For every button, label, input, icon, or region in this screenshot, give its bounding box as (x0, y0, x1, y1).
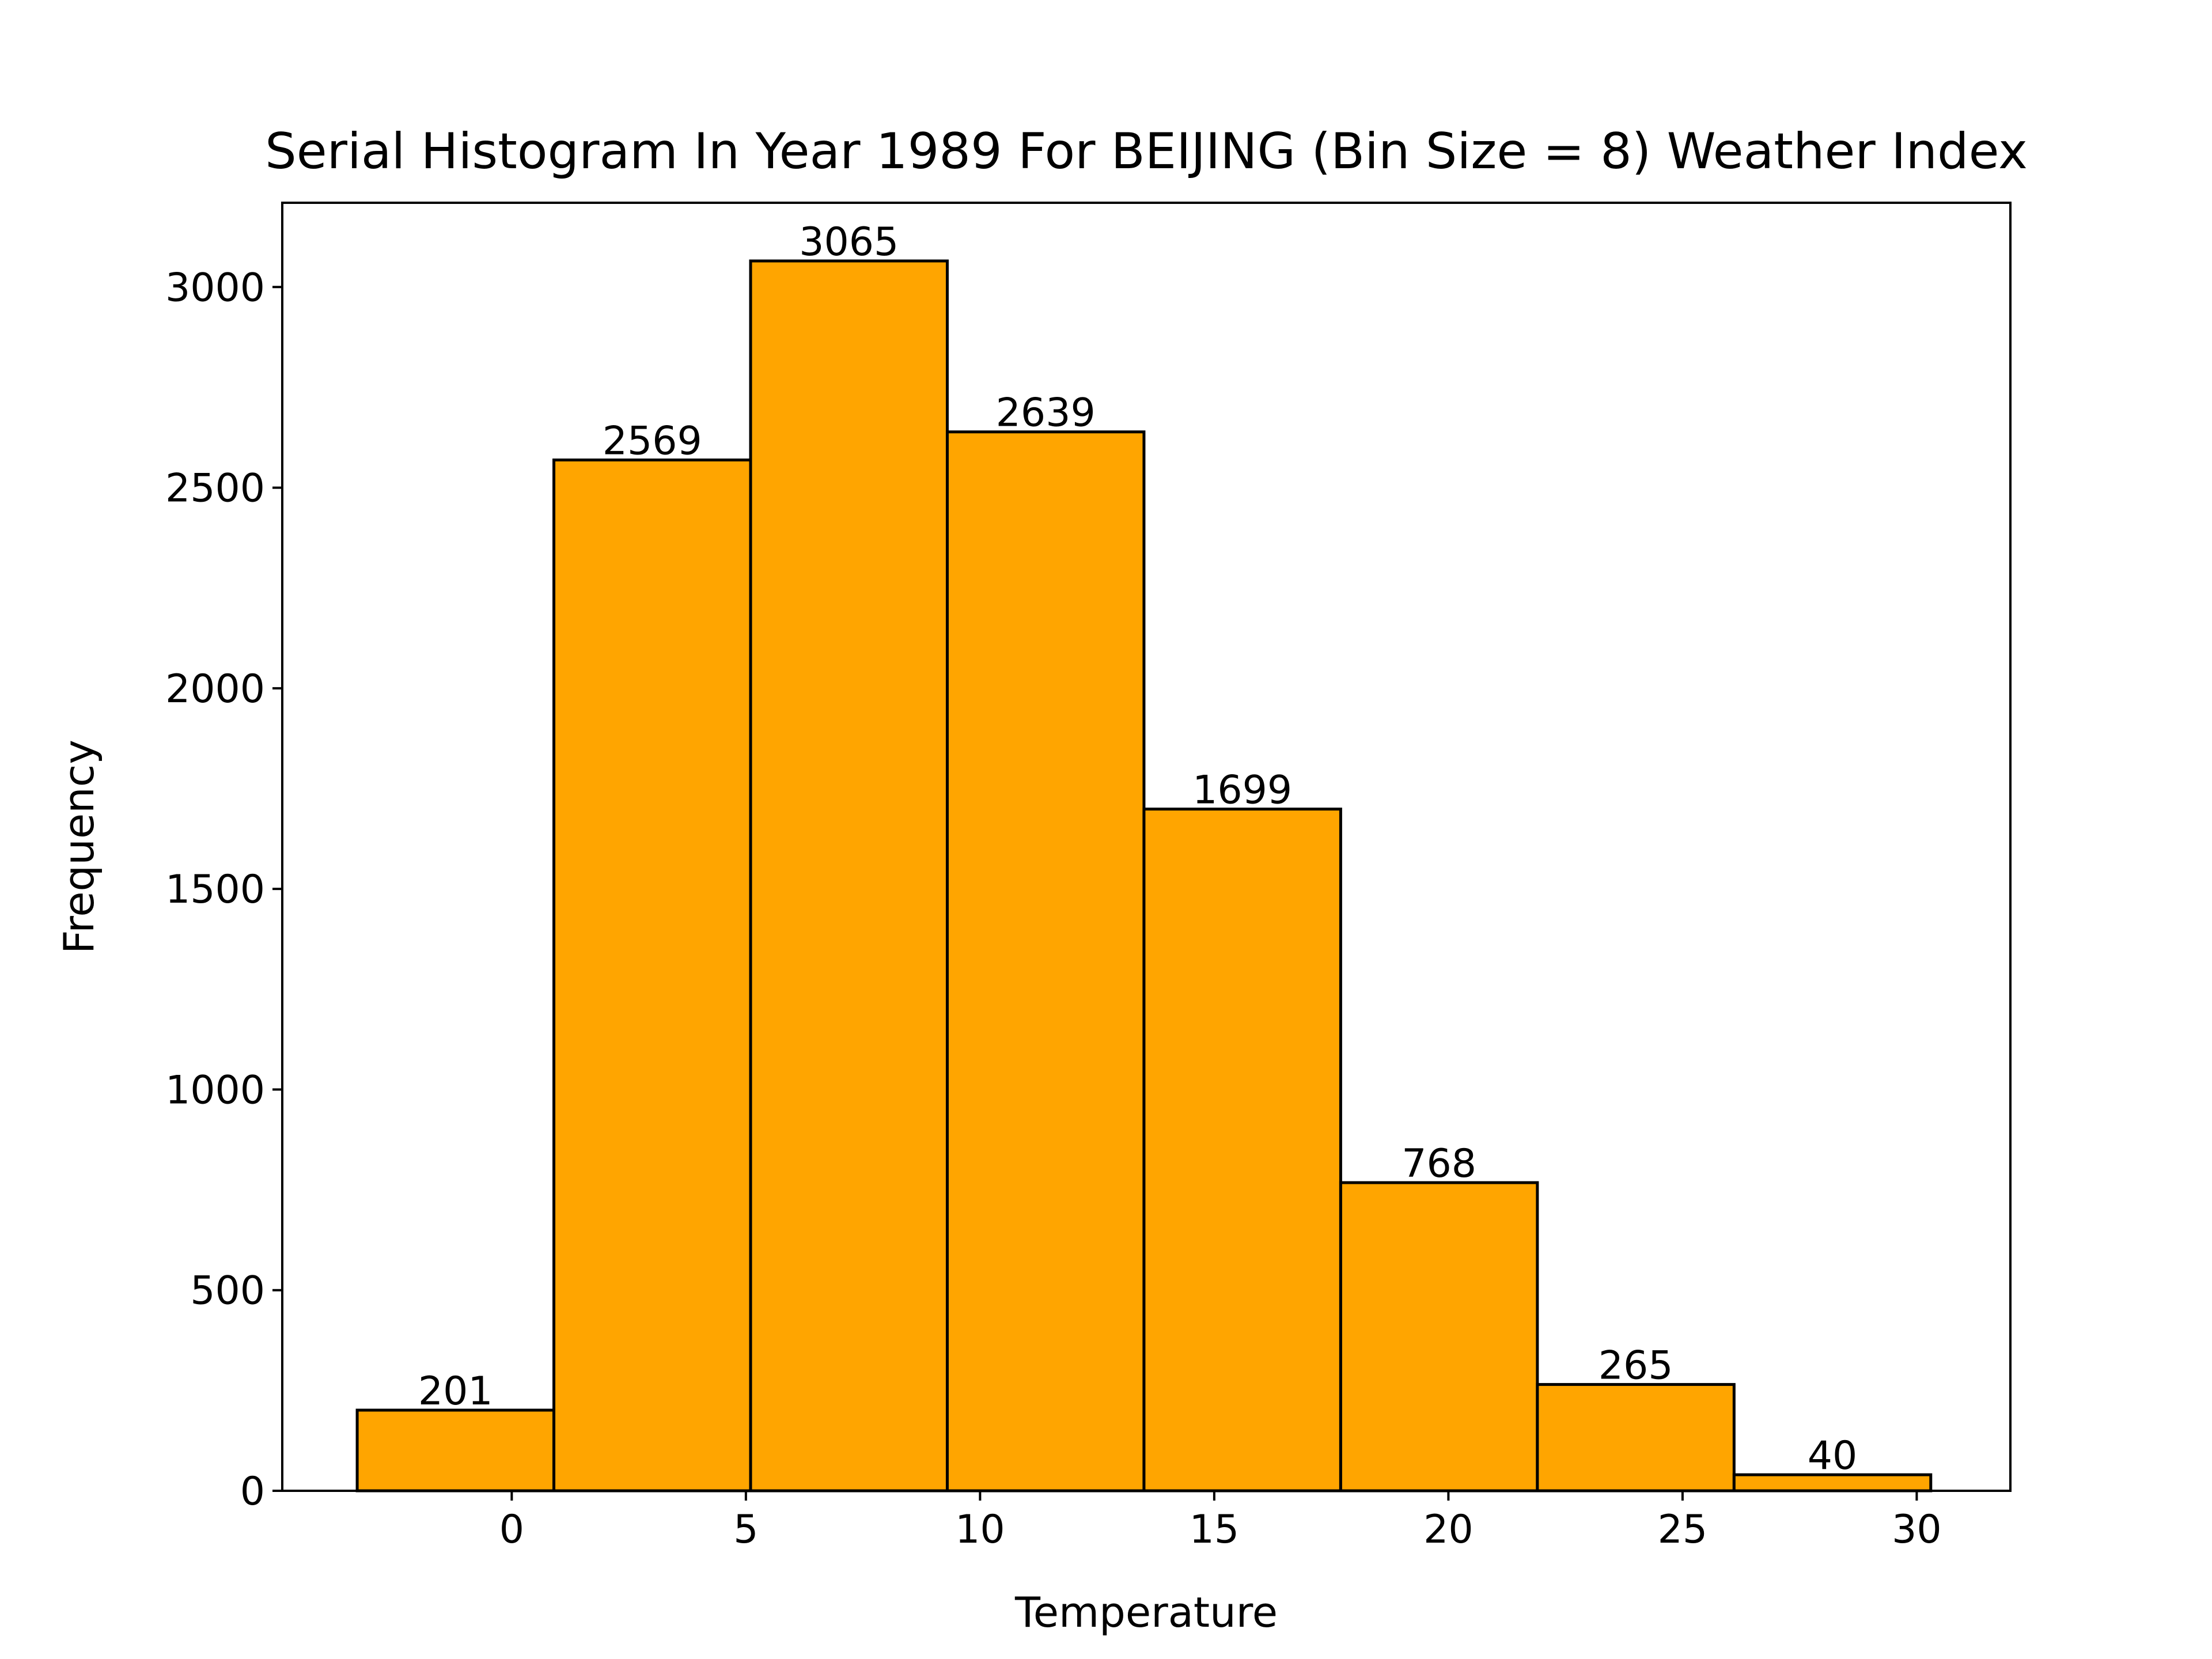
bar-5 (1339, 1181, 1539, 1493)
data-label-5: 768 (1402, 1141, 1476, 1187)
data-label-1: 2569 (603, 419, 702, 464)
data-labels-group: 201 2569 3065 2639 1699 768 265 40 (418, 219, 1857, 1479)
y-tick-label-1: 500 (190, 1268, 265, 1314)
y-axis-label: Frequency (55, 740, 103, 954)
y-axis-ticks: 0 500 1000 1500 2000 2500 3000 (165, 265, 282, 1514)
bar-6 (1536, 1382, 1736, 1493)
bar-4 (1142, 808, 1342, 1493)
bars-group (355, 259, 1933, 1493)
x-tick-label-6: 30 (1892, 1507, 1942, 1552)
data-label-0: 201 (418, 1369, 493, 1414)
x-tick-label-3: 15 (1190, 1507, 1240, 1552)
x-axis-label: Temperature (1014, 1588, 1278, 1637)
data-label-2: 3065 (799, 219, 899, 265)
y-tick-label-2: 1000 (165, 1067, 265, 1113)
bar-0 (355, 1408, 556, 1493)
x-tick-label-5: 25 (1658, 1507, 1708, 1552)
x-tick-label-0: 0 (499, 1507, 524, 1552)
plot-frame (281, 202, 2012, 1492)
x-axis-ticks: 0 5 10 15 20 25 30 (499, 1491, 1942, 1552)
y-tick-label-4: 2000 (165, 666, 265, 712)
y-tick-label-3: 1500 (165, 867, 265, 912)
data-label-7: 40 (1808, 1433, 1858, 1479)
x-tick-label-4: 20 (1423, 1507, 1474, 1552)
data-label-4: 1699 (1192, 768, 1292, 813)
data-label-3: 2639 (996, 391, 1096, 436)
y-tick-label-5: 2500 (165, 466, 265, 512)
bar-3 (945, 430, 1146, 1493)
data-label-6: 265 (1599, 1343, 1673, 1388)
bar-1 (552, 459, 752, 1493)
x-tick-label-2: 10 (955, 1507, 1005, 1552)
bar-2 (749, 259, 949, 1493)
chart-title: Serial Histogram In Year 1989 For BEIJIN… (265, 123, 2028, 180)
x-tick-label-1: 5 (733, 1507, 758, 1552)
y-tick-label-0: 0 (240, 1469, 265, 1514)
y-tick-label-6: 3000 (165, 265, 265, 310)
